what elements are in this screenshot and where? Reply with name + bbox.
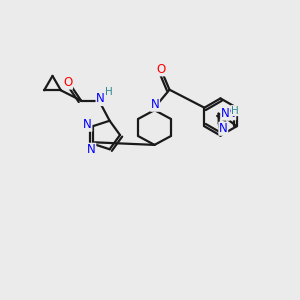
Text: N: N bbox=[151, 98, 160, 111]
Text: H: H bbox=[231, 106, 239, 116]
Text: N: N bbox=[227, 107, 236, 120]
Text: O: O bbox=[63, 76, 72, 89]
Text: N: N bbox=[83, 118, 92, 131]
Text: H: H bbox=[105, 87, 113, 97]
Text: N: N bbox=[87, 143, 96, 156]
Text: N: N bbox=[221, 107, 230, 120]
Text: N: N bbox=[96, 92, 105, 106]
Text: N: N bbox=[219, 122, 228, 135]
Text: O: O bbox=[157, 63, 166, 76]
